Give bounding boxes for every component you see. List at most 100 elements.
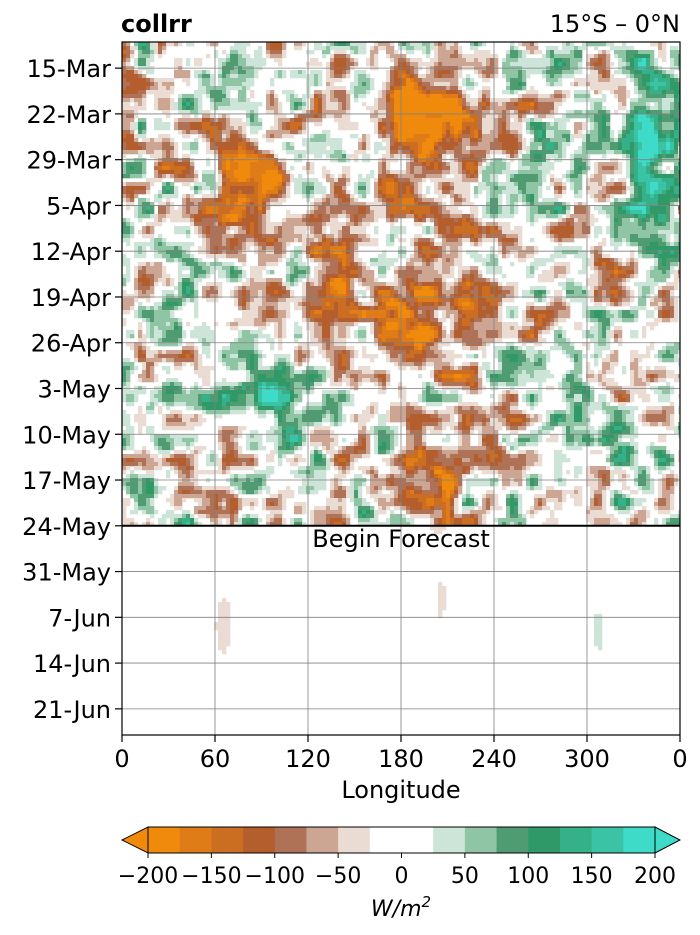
field-cell bbox=[458, 182, 463, 187]
field-cell bbox=[218, 98, 223, 103]
field-cell bbox=[394, 198, 399, 203]
field-cell bbox=[598, 122, 603, 127]
field-cell bbox=[214, 86, 219, 91]
field-cell bbox=[354, 182, 359, 187]
field-cell bbox=[206, 194, 211, 199]
field-cell bbox=[578, 214, 583, 219]
field-cell bbox=[366, 210, 371, 215]
field-cell bbox=[446, 82, 451, 87]
field-cell bbox=[382, 138, 387, 143]
field-cell bbox=[482, 214, 487, 219]
field-cell bbox=[442, 206, 447, 211]
field-cell bbox=[434, 198, 439, 203]
field-cell bbox=[482, 182, 487, 187]
field-cell bbox=[586, 138, 591, 143]
field-cell bbox=[422, 158, 427, 163]
field-cell bbox=[198, 82, 203, 87]
field-cell bbox=[190, 214, 195, 219]
field-cell bbox=[158, 118, 163, 123]
field-cell bbox=[154, 98, 159, 103]
field-cell bbox=[266, 158, 271, 163]
field-cell bbox=[326, 106, 331, 111]
field-cell bbox=[606, 110, 611, 115]
field-cell bbox=[354, 58, 359, 63]
field-cell bbox=[150, 222, 155, 227]
field-cell bbox=[578, 206, 583, 211]
field-cell bbox=[474, 126, 479, 131]
field-cell bbox=[362, 178, 367, 183]
field-cell bbox=[178, 218, 183, 223]
field-cell bbox=[634, 110, 639, 115]
field-cell bbox=[418, 214, 423, 219]
field-cell bbox=[370, 82, 375, 87]
field-cell bbox=[222, 86, 227, 91]
field-cell bbox=[514, 46, 519, 51]
field-cell bbox=[514, 118, 519, 123]
field-cell bbox=[346, 190, 351, 195]
field-cell bbox=[190, 126, 195, 131]
field-cell bbox=[602, 134, 607, 139]
field-cell bbox=[266, 50, 271, 55]
field-cell bbox=[610, 166, 615, 171]
field-cell bbox=[630, 130, 635, 135]
field-cell bbox=[250, 206, 255, 211]
field-cell bbox=[122, 130, 127, 135]
field-cell bbox=[242, 210, 247, 215]
field-cell bbox=[346, 202, 351, 207]
field-cell bbox=[662, 102, 667, 107]
field-cell bbox=[270, 130, 275, 135]
field-cell bbox=[438, 98, 443, 103]
field-cell bbox=[310, 78, 315, 83]
field-cell bbox=[666, 70, 671, 75]
field-cell bbox=[442, 94, 447, 99]
field-cell bbox=[238, 154, 243, 159]
field-cell bbox=[438, 42, 443, 47]
field-cell bbox=[506, 138, 511, 143]
field-cell bbox=[442, 214, 447, 219]
field-cell bbox=[606, 70, 611, 75]
field-cell bbox=[518, 142, 523, 147]
field-cell bbox=[550, 94, 555, 99]
field-cell bbox=[506, 130, 511, 135]
field-cell bbox=[582, 126, 587, 131]
field-cell bbox=[298, 102, 303, 107]
field-cell bbox=[174, 42, 179, 47]
field-cell bbox=[574, 178, 579, 183]
field-cell bbox=[466, 190, 471, 195]
field-cell bbox=[394, 106, 399, 111]
field-cell bbox=[666, 102, 671, 107]
field-cell bbox=[126, 194, 131, 199]
field-cell bbox=[138, 98, 143, 103]
field-cell bbox=[518, 114, 523, 119]
field-cell bbox=[458, 134, 463, 139]
field-cell bbox=[634, 146, 639, 151]
field-cell bbox=[526, 62, 531, 67]
field-cell bbox=[482, 94, 487, 99]
field-cell bbox=[534, 110, 539, 115]
field-cell bbox=[490, 102, 495, 107]
field-cell bbox=[490, 98, 495, 103]
field-cell bbox=[266, 94, 271, 99]
field-cell bbox=[670, 154, 675, 159]
field-cell bbox=[386, 134, 391, 139]
field-cell bbox=[658, 106, 663, 111]
field-cell bbox=[346, 178, 351, 183]
field-cell bbox=[458, 142, 463, 147]
field-cell bbox=[622, 130, 627, 135]
field-cell bbox=[586, 62, 591, 67]
field-cell bbox=[190, 194, 195, 199]
field-cell bbox=[410, 74, 415, 79]
field-cell bbox=[422, 98, 427, 103]
field-cell bbox=[462, 142, 467, 147]
field-cell bbox=[182, 114, 187, 119]
field-cell bbox=[598, 170, 603, 175]
field-cell bbox=[542, 58, 547, 63]
field-cell bbox=[138, 42, 143, 47]
field-cell bbox=[274, 202, 279, 207]
field-cell bbox=[626, 126, 631, 131]
field-cell bbox=[310, 70, 315, 75]
field-cell bbox=[438, 134, 443, 139]
field-cell bbox=[658, 130, 663, 135]
field-cell bbox=[338, 78, 343, 83]
field-cell bbox=[462, 146, 467, 151]
